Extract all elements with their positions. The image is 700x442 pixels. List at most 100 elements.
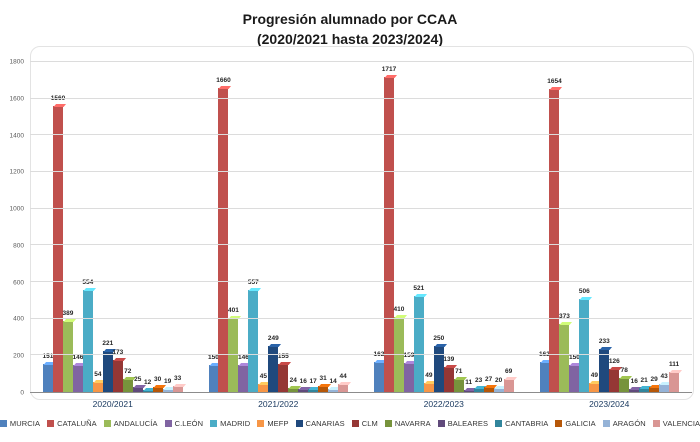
bar-value-label: 20	[494, 377, 503, 385]
bar-value-label: 150	[208, 353, 219, 361]
legend-item: VALENCIA	[652, 419, 700, 428]
legend-label: C.LEÓN	[174, 419, 204, 428]
legend-swatch	[295, 420, 303, 427]
bar-value-label: 150	[568, 353, 580, 361]
gridline	[30, 317, 692, 319]
bar-canarias: 221	[102, 340, 113, 392]
bar-murcia: 150	[208, 354, 219, 392]
bar-murcia: 151	[43, 353, 53, 392]
bar-value-label: 1717	[381, 66, 397, 74]
bar-groups: 1511560389146554542211737225123019331501…	[30, 62, 692, 392]
bar-madrid: 554	[82, 279, 93, 392]
bar-c.león: 146	[238, 354, 249, 392]
legend-label: CLM	[361, 419, 378, 428]
bar-value-label: 23	[475, 376, 483, 384]
bar-value-label: 410	[393, 305, 405, 313]
bar-value-label: 16	[299, 378, 307, 386]
bar-value-label: 146	[237, 354, 249, 362]
bar-valencia: 33	[172, 375, 183, 392]
bar-mefp: 54	[92, 371, 103, 392]
y-tick-label: 200	[13, 352, 24, 360]
bar-galicia: 31	[318, 375, 329, 392]
bar-madrid: 506	[579, 288, 590, 392]
bar-cataluña: 1654	[547, 78, 562, 392]
legend-item: ANDALUCÍA	[103, 419, 158, 428]
bar-mefp: 49	[589, 372, 600, 392]
legend-swatch	[437, 420, 445, 427]
gridline	[30, 97, 692, 99]
bar-cantabria: 12	[142, 379, 153, 392]
bar-value-label: 11	[465, 378, 473, 386]
legend-item: NAVARRA	[384, 419, 431, 428]
legend-label: ARAGÓN	[612, 419, 646, 428]
bar-value-label: 78	[620, 366, 628, 374]
bar-aragón: 14	[328, 378, 339, 392]
bar-value-label: 43	[660, 373, 668, 381]
bar-clm: 126	[609, 358, 620, 392]
legend-label: MURCIA	[9, 419, 41, 428]
bar-value-label: 126	[608, 357, 620, 365]
legend-item: MADRID	[210, 419, 250, 428]
bar-mefp: 49	[423, 372, 434, 392]
bar-value-label: 139	[443, 355, 455, 363]
bar-cantabria: 21	[639, 377, 650, 392]
legend-item: BALEARES	[437, 419, 488, 428]
legend-swatch	[257, 420, 265, 427]
legend-label: CANARIAS	[305, 419, 345, 428]
bar-canarias: 250	[433, 335, 444, 392]
bar-value-label: 221	[102, 340, 114, 348]
bar-galicia: 30	[152, 376, 163, 392]
bar-value-label: 27	[485, 376, 493, 384]
bar-value-label: 521	[413, 285, 425, 293]
x-axis-label: 2020/2021	[92, 399, 133, 409]
legend-item: CANTABRIA	[495, 419, 548, 428]
legend-swatch	[652, 420, 660, 427]
gridline	[30, 354, 692, 356]
gridline	[30, 134, 692, 136]
bar-navarra: 24	[288, 377, 299, 392]
legend-label: CANTABRIA	[505, 419, 549, 428]
bar-value-label: 155	[277, 352, 289, 360]
bar-value-label: 16	[630, 378, 638, 386]
bar-value-label: 159	[403, 351, 415, 359]
bar-cantabria: 23	[473, 377, 484, 392]
y-tick-label: 1600	[9, 95, 24, 103]
bar-value-label: 71	[455, 367, 463, 375]
bar-valencia: 111	[669, 361, 679, 392]
legend-item: C.LEÓN	[164, 419, 204, 428]
gridline	[30, 61, 692, 62]
y-tick-label: 600	[13, 279, 24, 287]
bar-value-label: 12	[144, 378, 152, 386]
legend-swatch	[103, 420, 111, 427]
legend-item: GALICIA	[555, 419, 596, 428]
bar-clm: 173	[112, 349, 123, 392]
bar-value-label: 45	[259, 372, 267, 380]
bar-value-label: 233	[598, 338, 610, 346]
chart-title: Progresión alumnado por CCAA (2020/2021 …	[0, 9, 700, 50]
plot-area: 1511560389146554542211737225123019331501…	[30, 61, 692, 393]
legend-swatch	[164, 420, 172, 427]
bar-value-label: 30	[154, 375, 162, 383]
legend-swatch	[210, 420, 218, 427]
legend-item: CANARIAS	[295, 419, 345, 428]
bar-navarra: 78	[619, 367, 630, 392]
bar-aragón: 43	[659, 373, 670, 392]
bar-value-label: 19	[163, 377, 172, 385]
bar-group: 150 1660 401 146 557 45 249 155 24 16 17 31 14 44	[196, 62, 362, 392]
legend-swatch	[47, 420, 55, 427]
bar-value-label: 554	[82, 279, 94, 287]
legend-label: GALICIA	[565, 419, 596, 428]
bar-value-label: 506	[578, 288, 590, 296]
bar-value-label: 401	[227, 307, 239, 315]
legend-label: VALENCIA	[662, 419, 700, 428]
bar-madrid: 521	[413, 285, 424, 392]
legend-swatch	[495, 420, 503, 427]
bar-value-label: 373	[558, 312, 570, 320]
x-axis-label: 2022/2023	[423, 399, 464, 409]
bar-murcia: 162	[374, 351, 384, 392]
bar-value-label: 1660	[216, 76, 231, 84]
y-tick-label: 1400	[9, 132, 24, 140]
bar-andalucía: 389	[62, 310, 73, 392]
